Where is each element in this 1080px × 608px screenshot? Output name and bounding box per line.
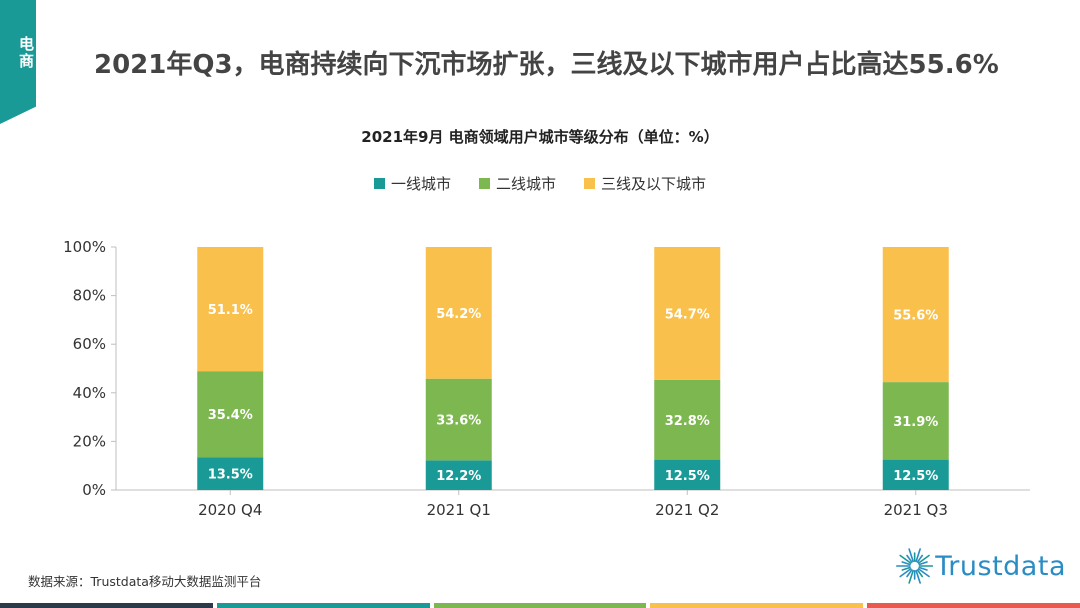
chart-legend: 一线城市 二线城市 三线及以下城市 xyxy=(0,173,1080,194)
bar-segment xyxy=(654,379,721,460)
stripe-3 xyxy=(433,603,647,608)
sunburst-ray xyxy=(915,569,921,584)
data-label: 31.9% xyxy=(893,415,938,430)
data-label: 12.2% xyxy=(436,469,481,484)
logo-text: Trustdata xyxy=(935,550,1066,582)
sunburst-icon xyxy=(896,548,934,584)
corner-tab-label: 电商 xyxy=(17,36,35,70)
data-label: 33.6% xyxy=(436,414,481,429)
legend-swatch-tier1 xyxy=(373,178,385,189)
corner-tab: 电商 xyxy=(0,0,36,124)
sunburst-ray xyxy=(906,569,913,578)
sunburst-ray xyxy=(899,554,912,564)
y-tick-label: 0% xyxy=(82,481,106,499)
y-tick-label: 40% xyxy=(73,384,106,402)
data-label: 54.7% xyxy=(665,307,710,322)
sunburst-ray xyxy=(916,554,924,563)
page-title: 2021年Q3，电商持续向下沉市场扩张，三线及以下城市用户占比高达55.6% xyxy=(94,50,999,80)
bar-segment xyxy=(425,378,492,461)
stripe-5 xyxy=(867,603,1080,608)
bar-segment xyxy=(882,247,949,383)
stripe-1 xyxy=(0,603,213,608)
bottom-stripes xyxy=(0,603,1080,608)
bar-segment xyxy=(197,457,264,490)
legend-swatch-tier3 xyxy=(584,178,595,189)
sunburst-ray xyxy=(915,548,921,563)
sunburst-ray xyxy=(917,568,930,578)
stripe-2 xyxy=(216,603,430,608)
data-label: 12.5% xyxy=(665,469,710,484)
legend-item-tier1: 一线城市 xyxy=(373,173,451,194)
data-label: 32.8% xyxy=(665,414,710,429)
stripe-4 xyxy=(650,603,864,608)
data-label: 35.4% xyxy=(208,408,253,423)
legend-label-tier3: 三线及以下城市 xyxy=(601,175,707,193)
data-label: 51.1% xyxy=(208,303,253,318)
sunburst-ray xyxy=(906,554,913,563)
data-label: 13.5% xyxy=(208,468,253,483)
legend-label-tier1: 一线城市 xyxy=(390,175,451,193)
sunburst-ray xyxy=(899,568,912,578)
y-tick-label: 100% xyxy=(63,238,106,256)
bar-segment xyxy=(197,371,264,458)
bar-segment xyxy=(882,382,949,460)
chart-title: 2021年9月 电商领域用户城市等级分布（单位：%） xyxy=(361,128,719,146)
legend-label-tier2: 二线城市 xyxy=(495,175,556,193)
data-label: 54.2% xyxy=(436,307,481,322)
sunburst-ray xyxy=(916,569,924,578)
sunburst-ray xyxy=(908,548,914,563)
trustdata-logo: Trustdata xyxy=(896,538,1066,594)
sunburst-ray xyxy=(918,561,928,566)
legend-swatch-tier2 xyxy=(478,178,490,189)
data-source-note: 数据来源：Trustdata移动大数据监测平台 xyxy=(28,574,262,589)
bar-segment xyxy=(197,247,264,372)
sunburst-ray xyxy=(908,569,914,584)
y-tick-label: 80% xyxy=(73,287,106,305)
bar-segment xyxy=(654,459,721,490)
data-label: 12.5% xyxy=(893,469,938,484)
bar-segment xyxy=(425,247,492,379)
data-label: 55.6% xyxy=(893,309,938,324)
legend-item-tier2: 二线城市 xyxy=(478,173,556,194)
bar-segment xyxy=(654,247,721,380)
sunburst-ray xyxy=(901,566,911,571)
x-tick-label: 2020 Q4 xyxy=(198,501,262,519)
x-tick-label: 2021 Q3 xyxy=(884,501,948,519)
x-tick-label: 2021 Q2 xyxy=(655,501,719,519)
sunburst-ray xyxy=(901,561,911,566)
bar-segment xyxy=(425,460,492,490)
sunburst-ray xyxy=(917,554,930,564)
bar-segment xyxy=(882,459,949,490)
x-tick-label: 2021 Q1 xyxy=(427,501,491,519)
legend-item-tier3: 三线及以下城市 xyxy=(584,173,706,194)
sunburst-ray xyxy=(918,566,928,571)
y-tick-label: 20% xyxy=(73,432,106,450)
y-tick-label: 60% xyxy=(73,335,106,353)
